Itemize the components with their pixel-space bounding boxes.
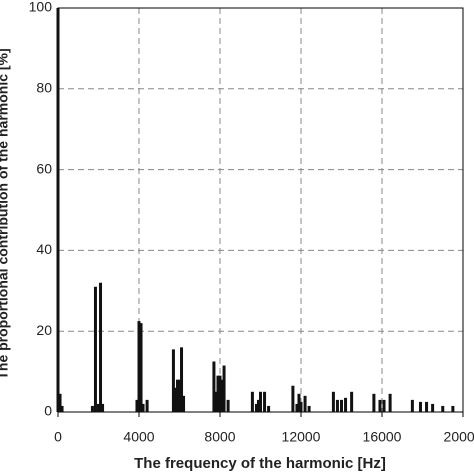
bar xyxy=(218,375,222,412)
bar xyxy=(137,321,141,412)
bar xyxy=(297,393,301,412)
x-tick-label: 12000 xyxy=(282,429,321,445)
bar xyxy=(212,361,216,412)
bar xyxy=(418,401,422,412)
bar xyxy=(425,401,429,412)
bar xyxy=(307,405,311,412)
bar xyxy=(382,399,386,412)
bar xyxy=(99,282,103,412)
bar xyxy=(291,385,295,412)
bar xyxy=(171,349,175,412)
bar xyxy=(451,405,455,412)
bar xyxy=(60,405,64,412)
bar xyxy=(256,399,260,412)
plot-frame xyxy=(57,7,464,413)
bar xyxy=(263,391,267,412)
y-tick-label: 0 xyxy=(44,403,52,419)
bar xyxy=(135,399,139,412)
x-tick-label: 4000 xyxy=(123,429,154,445)
bar xyxy=(431,403,435,412)
x-tick-label: 8000 xyxy=(204,429,235,445)
bar xyxy=(178,379,181,412)
bar xyxy=(226,399,230,412)
bar xyxy=(141,403,145,412)
y-tick-label: 100 xyxy=(29,0,53,15)
x-axis-label: The frequency of the harmonic [Hz] xyxy=(134,455,386,472)
y-tick-label: 40 xyxy=(36,241,52,257)
bar xyxy=(250,391,254,412)
bar xyxy=(220,379,224,412)
bar xyxy=(222,365,226,412)
bar xyxy=(295,403,299,412)
bar xyxy=(139,323,143,412)
bar xyxy=(90,405,94,412)
bar xyxy=(410,399,414,412)
y-tick-label: 60 xyxy=(36,160,52,176)
bar xyxy=(56,8,60,412)
bar xyxy=(173,387,177,412)
bar xyxy=(216,375,220,412)
bar xyxy=(101,403,105,412)
bar xyxy=(340,399,343,412)
bar xyxy=(145,399,149,412)
bar xyxy=(378,399,382,412)
x-tick-label: 0 xyxy=(54,429,62,445)
bar xyxy=(180,347,184,412)
x-tick-label: 16000 xyxy=(363,429,402,445)
y-axis-label: The proportional contribution of the har… xyxy=(0,48,11,379)
bar xyxy=(344,397,348,412)
x-tick-label: 20000 xyxy=(444,429,474,445)
bar xyxy=(267,405,271,412)
bar xyxy=(350,391,354,412)
bar xyxy=(175,379,179,412)
bar xyxy=(259,391,262,412)
bar xyxy=(93,286,97,412)
bar xyxy=(335,399,339,412)
bar xyxy=(331,391,335,412)
bar xyxy=(388,393,392,412)
bar xyxy=(254,403,258,412)
y-tick-label: 20 xyxy=(36,322,52,338)
bar xyxy=(214,391,218,412)
bar xyxy=(299,401,303,412)
bar xyxy=(372,393,376,412)
y-tick-label: 80 xyxy=(36,80,52,96)
bar xyxy=(97,403,100,412)
bar xyxy=(303,395,307,412)
bar xyxy=(182,395,186,412)
bar xyxy=(441,405,445,412)
bar xyxy=(58,393,62,412)
